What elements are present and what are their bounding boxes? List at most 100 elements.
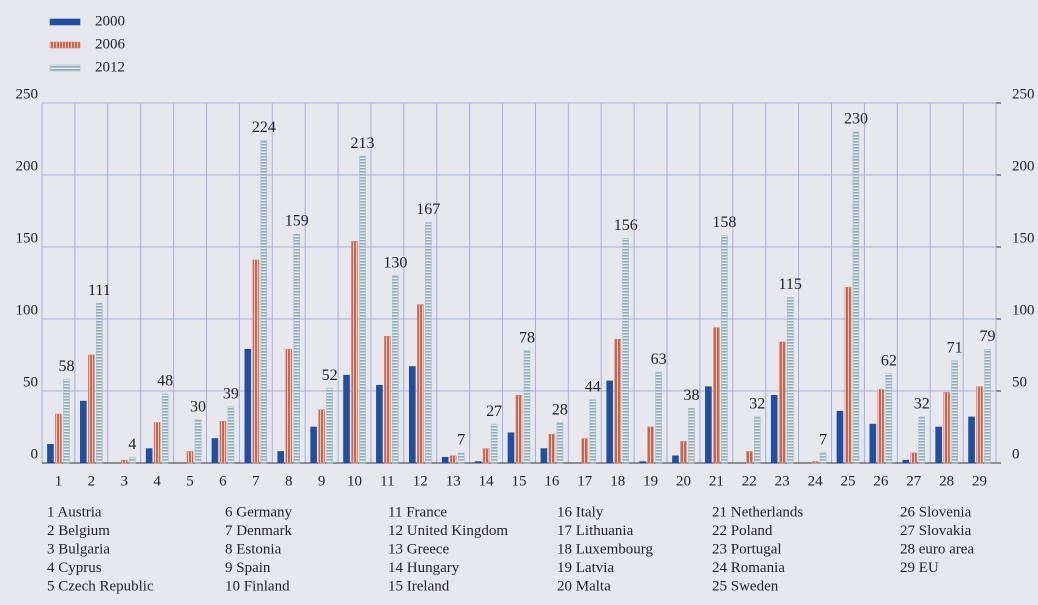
bar [877, 389, 885, 464]
x-tick-label: 13 [446, 473, 461, 489]
bar [540, 448, 548, 464]
bar [244, 348, 252, 464]
data-label: 7 [457, 432, 465, 449]
x-tick-label: 21 [709, 473, 724, 489]
bar [88, 354, 95, 464]
bar [277, 451, 285, 464]
bar [688, 407, 695, 464]
data-label: 30 [190, 398, 206, 415]
bar [745, 451, 753, 464]
key-item: 15 Ireland [388, 578, 450, 594]
x-tick-label: 2 [88, 473, 96, 489]
data-label: 111 [88, 282, 111, 299]
bar [976, 386, 983, 464]
bar [417, 304, 424, 464]
data-label: 78 [519, 329, 535, 346]
bar [211, 438, 219, 464]
legend-label: 2006 [95, 36, 126, 52]
bar [639, 461, 646, 464]
x-tick-label: 23 [775, 473, 790, 489]
bar [227, 406, 235, 464]
bar [778, 341, 786, 464]
bar [219, 420, 227, 464]
bar [318, 409, 325, 464]
x-tick-label: 6 [219, 473, 227, 489]
key-item: 22 Poland [712, 523, 773, 539]
legend-label: 2012 [95, 59, 125, 75]
data-label: 159 [285, 213, 309, 230]
bar [55, 413, 62, 464]
x-tick-label: 1 [55, 473, 63, 489]
x-tick-label: 10 [347, 473, 362, 489]
x-tick-label: 28 [939, 473, 954, 489]
data-label: 4 [128, 436, 136, 453]
bar [918, 416, 926, 464]
key-item: 24 Romania [712, 560, 785, 576]
bar [844, 287, 852, 464]
bar [449, 455, 457, 464]
bar [852, 131, 860, 464]
bar [351, 240, 358, 464]
key-item: 18 Luxembourg [557, 541, 653, 557]
data-label: 44 [585, 378, 601, 395]
data-label: 213 [351, 135, 375, 152]
bar [326, 387, 333, 464]
key-item: 12 United Kingdom [388, 523, 508, 539]
x-tick-label: 20 [676, 473, 691, 489]
key-item: 10 Finland [225, 578, 290, 594]
x-tick-label: 19 [643, 473, 658, 489]
bar [80, 400, 87, 464]
data-label: 167 [416, 201, 440, 218]
key-item: 2 Belgium [47, 523, 110, 539]
bar [910, 452, 918, 464]
y-tick-label: 200 [16, 158, 39, 174]
bar [128, 456, 136, 464]
key-item: 5 Czech Republic [47, 578, 154, 594]
data-label: 63 [651, 351, 667, 368]
bar [836, 410, 844, 464]
key-item: 6 Germany [225, 504, 293, 520]
bar [984, 348, 991, 464]
data-label: 156 [614, 217, 638, 234]
x-tick-label: 27 [906, 473, 922, 489]
bar [811, 461, 819, 464]
y2-tick-label: 200 [1012, 158, 1035, 174]
y-tick-label: 0 [31, 446, 39, 462]
bar [655, 371, 662, 464]
key-item: 4 Cyprus [47, 560, 102, 576]
key-item: 23 Portugal [712, 541, 782, 557]
x-tick-label: 11 [380, 473, 394, 489]
x-tick-label: 17 [577, 473, 593, 489]
bar [721, 235, 728, 464]
data-label: 7 [819, 432, 827, 449]
bar [490, 423, 498, 464]
data-label: 39 [223, 386, 239, 403]
x-tick-label: 14 [479, 473, 495, 489]
key-item: 11 France [388, 504, 447, 520]
x-tick-label: 16 [544, 473, 560, 489]
data-label: 52 [322, 367, 338, 384]
bar [457, 452, 465, 464]
bar [523, 350, 531, 464]
data-label: 32 [749, 396, 765, 413]
x-tick-label: 12 [413, 473, 428, 489]
x-tick-label: 9 [318, 473, 326, 489]
key-item: 17 Lithuania [557, 523, 634, 539]
bar [753, 416, 761, 464]
key-item: 29 EU [900, 560, 939, 576]
key-item: 7 Denmark [225, 523, 293, 539]
key-item: 16 Italy [557, 504, 604, 520]
y-tick-label: 250 [16, 86, 39, 102]
y2-tick-label: 250 [1012, 86, 1035, 102]
data-label: 130 [383, 254, 407, 271]
data-label: 28 [552, 401, 568, 418]
bar [441, 456, 449, 464]
bar [376, 384, 383, 464]
bar [252, 259, 260, 464]
bar [713, 327, 720, 464]
bar [819, 452, 827, 464]
data-label: 58 [58, 358, 74, 375]
data-label: 224 [252, 119, 276, 136]
